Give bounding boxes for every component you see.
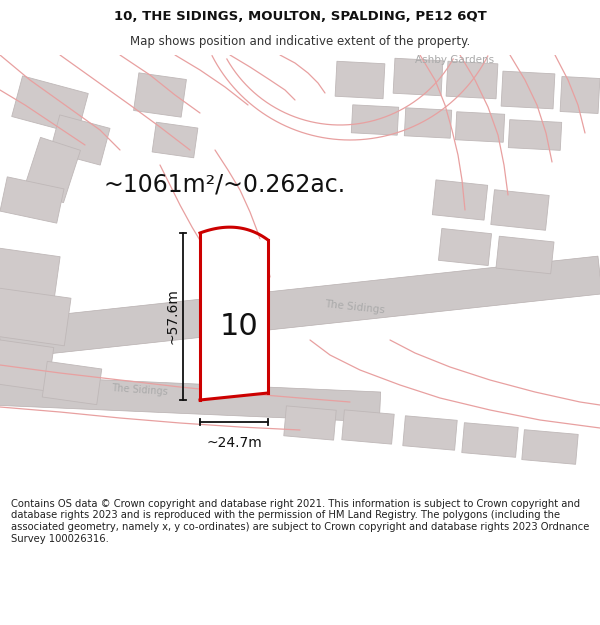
Text: 10, THE SIDINGS, MOULTON, SPALDING, PE12 6QT: 10, THE SIDINGS, MOULTON, SPALDING, PE12… xyxy=(113,10,487,23)
Polygon shape xyxy=(0,375,380,422)
Bar xyxy=(508,119,562,151)
Bar xyxy=(23,138,80,202)
Bar xyxy=(560,76,600,114)
Bar xyxy=(335,61,385,99)
Bar xyxy=(439,229,491,266)
Bar xyxy=(501,71,555,109)
Text: The Sidings: The Sidings xyxy=(112,383,169,397)
Text: Map shows position and indicative extent of the property.: Map shows position and indicative extent… xyxy=(130,35,470,48)
Bar xyxy=(404,108,452,138)
Bar xyxy=(0,339,54,391)
Text: ~57.6m: ~57.6m xyxy=(166,289,180,344)
Bar xyxy=(0,288,71,346)
Bar xyxy=(433,180,488,220)
Bar xyxy=(12,76,88,134)
Bar xyxy=(342,410,394,444)
Bar xyxy=(152,122,198,158)
Bar xyxy=(50,115,110,165)
Polygon shape xyxy=(0,256,600,359)
Bar xyxy=(0,248,60,298)
Text: The Sidings: The Sidings xyxy=(325,299,386,315)
Bar xyxy=(0,177,64,223)
Text: ~24.7m: ~24.7m xyxy=(206,436,262,450)
Bar xyxy=(134,73,187,117)
Bar xyxy=(446,61,498,99)
Polygon shape xyxy=(200,233,268,400)
Bar xyxy=(351,105,399,135)
Bar xyxy=(491,190,549,230)
Text: 10: 10 xyxy=(220,312,259,341)
Bar xyxy=(42,361,102,404)
Bar xyxy=(393,58,443,96)
Text: Contains OS data © Crown copyright and database right 2021. This information is : Contains OS data © Crown copyright and d… xyxy=(11,499,589,544)
Text: ~1061m²/~0.262ac.: ~1061m²/~0.262ac. xyxy=(104,173,346,197)
Bar xyxy=(284,406,336,440)
Bar xyxy=(455,112,505,142)
Bar xyxy=(496,236,554,274)
Bar xyxy=(462,422,518,457)
Bar xyxy=(403,416,457,450)
Text: Ashby Gardens: Ashby Gardens xyxy=(415,55,494,65)
Bar xyxy=(522,430,578,464)
